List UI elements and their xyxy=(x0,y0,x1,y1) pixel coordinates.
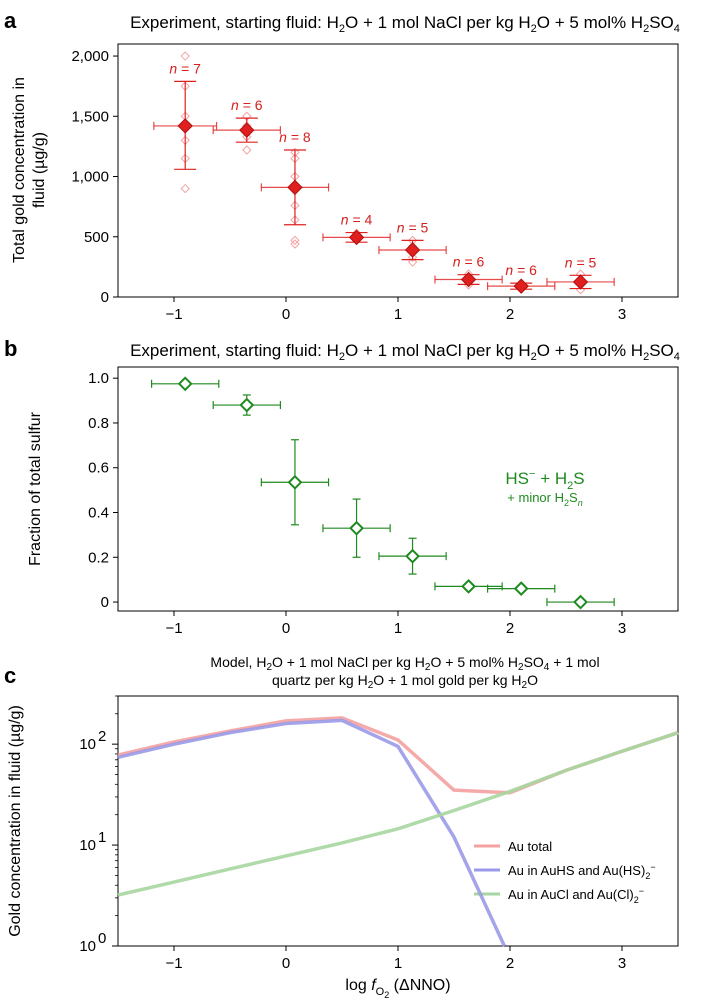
line-au-cl xyxy=(117,730,679,897)
gold-n-label: n = 5 xyxy=(397,219,429,235)
gold-n-label: n = 7 xyxy=(169,60,201,76)
panel-c-ytick-label: 10 xyxy=(79,938,96,955)
panel-a-ytick-label: 2,000 xyxy=(71,48,109,65)
panel-a-xtick-label: −1 xyxy=(165,306,182,323)
panel-b-ytick-label: 0.2 xyxy=(88,549,109,566)
gold-n-label: n = 8 xyxy=(279,129,311,145)
gold-n-label: n = 6 xyxy=(453,254,485,270)
gold-individual-point xyxy=(407,252,418,262)
annotation-hs-h2s: HS− + H2S xyxy=(505,468,584,492)
panel-a-title: Experiment, starting fluid: H2O + 1 mol … xyxy=(130,13,680,35)
panel-c-xlabel: log fO2 (ΔNNO) xyxy=(345,977,450,1000)
panel-c-xtick-label: 1 xyxy=(394,955,402,972)
panel-a-xtick-label: 0 xyxy=(282,306,290,323)
gold-individual-point xyxy=(180,51,190,61)
panel-c-ytick-label: 10 xyxy=(79,837,96,854)
gold-mean-point xyxy=(239,122,255,138)
gold-n-label: n = 6 xyxy=(231,97,263,113)
panel-b-ytick-label: 0.6 xyxy=(88,460,109,477)
sulfur-point xyxy=(573,594,588,610)
sulfur-point xyxy=(177,376,193,392)
gold-individual-point xyxy=(242,145,252,155)
panel-b-xtick-label: −1 xyxy=(165,620,182,637)
gold-mean-point xyxy=(404,242,421,258)
panel-b-frame xyxy=(117,366,679,612)
panel-b-xtick-label: 2 xyxy=(506,620,514,637)
panel-c-ytick-exponent: 2 xyxy=(98,728,106,745)
gold-individual-point xyxy=(290,239,300,249)
panel-b-title: Experiment, starting fluid: H2O + 1 mol … xyxy=(130,341,680,363)
panel-b-ylabel: Fraction of total sulfur xyxy=(27,411,44,566)
panel-a-xtick-label: 1 xyxy=(394,306,402,323)
panel-c-ylabel: Gold concentration in fluid (µg/g) xyxy=(7,705,24,937)
panel-b-ytick-label: 0.8 xyxy=(88,415,109,432)
line-au-hs xyxy=(117,718,506,947)
panel-b-ytick-label: 0 xyxy=(101,594,109,611)
panel-c-ytick-exponent: 0 xyxy=(98,930,106,947)
gold-mean-point xyxy=(513,278,529,294)
gold-mean-point xyxy=(348,229,365,246)
gold-individual-point xyxy=(180,183,190,194)
panel-a-ylabel-line1: Total gold concentration in xyxy=(11,77,28,263)
gold-n-label: n = 5 xyxy=(565,254,597,270)
gold-individual-point xyxy=(407,257,418,267)
sulfur-point xyxy=(461,578,476,594)
panel-b-xtick-label: 3 xyxy=(618,620,626,637)
panel-c-xtick-label: 2 xyxy=(506,955,514,972)
panel-b-xtick-label: 0 xyxy=(282,620,290,637)
panel-c-ytick-exponent: 1 xyxy=(98,829,106,846)
legend-label-au-cl: Au in AuCl and Au(Cl)2− xyxy=(508,886,644,905)
panel-a-xtick-label: 2 xyxy=(506,306,514,323)
sulfur-point xyxy=(513,581,529,597)
panel-b-xtick-label: 1 xyxy=(394,620,402,637)
panel-c-frame xyxy=(117,695,679,947)
sulfur-point xyxy=(239,397,255,413)
panel-label-b: b xyxy=(4,336,17,361)
panel-a-ytick-label: 1,500 xyxy=(71,108,109,125)
panel-label-c: c xyxy=(4,663,16,688)
panel-a-ytick-label: 1,000 xyxy=(71,169,109,186)
plot-layer: −1 0 1 2 3 0 500 1,000 1,500 2,000 n = 7 n = 6 n = 8… xyxy=(71,48,679,972)
panel-a-ytick-label: 0 xyxy=(101,289,109,306)
sulfur-point xyxy=(405,548,420,564)
panel-c-ytick-label: 10 xyxy=(79,736,96,753)
gold-mean-point xyxy=(287,179,303,196)
sulfur-point xyxy=(349,520,364,536)
gold-mean-point xyxy=(572,274,589,290)
panel-a-xtick-label: 3 xyxy=(618,306,626,323)
panel-a-ylabel-line2: fluid (µg/g) xyxy=(31,132,48,208)
panel-label-a: a xyxy=(4,8,17,33)
panel-b-ytick-label: 0.4 xyxy=(88,505,109,522)
gold-n-label: n = 6 xyxy=(505,262,537,278)
panel-b-ytick-label: 1.0 xyxy=(88,370,109,387)
annotation-minor-h2sn: + minor H2Sn xyxy=(507,490,582,508)
gold-individual-point xyxy=(290,235,300,246)
panel-c-title-line2: quartz per kg H2O + 1 mol gold per kg H2… xyxy=(272,672,538,691)
line-au-total xyxy=(117,716,679,795)
legend-label-au-hs: Au in AuHS and Au(HS)2− xyxy=(508,862,656,881)
gold-n-label: n = 4 xyxy=(341,212,373,228)
gold-mean-point xyxy=(460,271,477,288)
panel-a-ytick-label: 500 xyxy=(84,229,109,246)
panel-c-xtick-label: 3 xyxy=(618,955,626,972)
panel-c-xtick-label: −1 xyxy=(165,955,182,972)
gold-mean-point xyxy=(177,118,193,134)
panel-c-title-line1: Model, H2O + 1 mol NaCl per kg H2O + 5 m… xyxy=(210,654,599,673)
panel-c-legend: Au total Au in AuHS and Au(HS)2− Au in A… xyxy=(474,839,656,905)
sulfur-point xyxy=(287,474,303,490)
panel-c-xtick-label: 0 xyxy=(282,955,290,972)
legend-label-au-total: Au total xyxy=(508,839,552,854)
